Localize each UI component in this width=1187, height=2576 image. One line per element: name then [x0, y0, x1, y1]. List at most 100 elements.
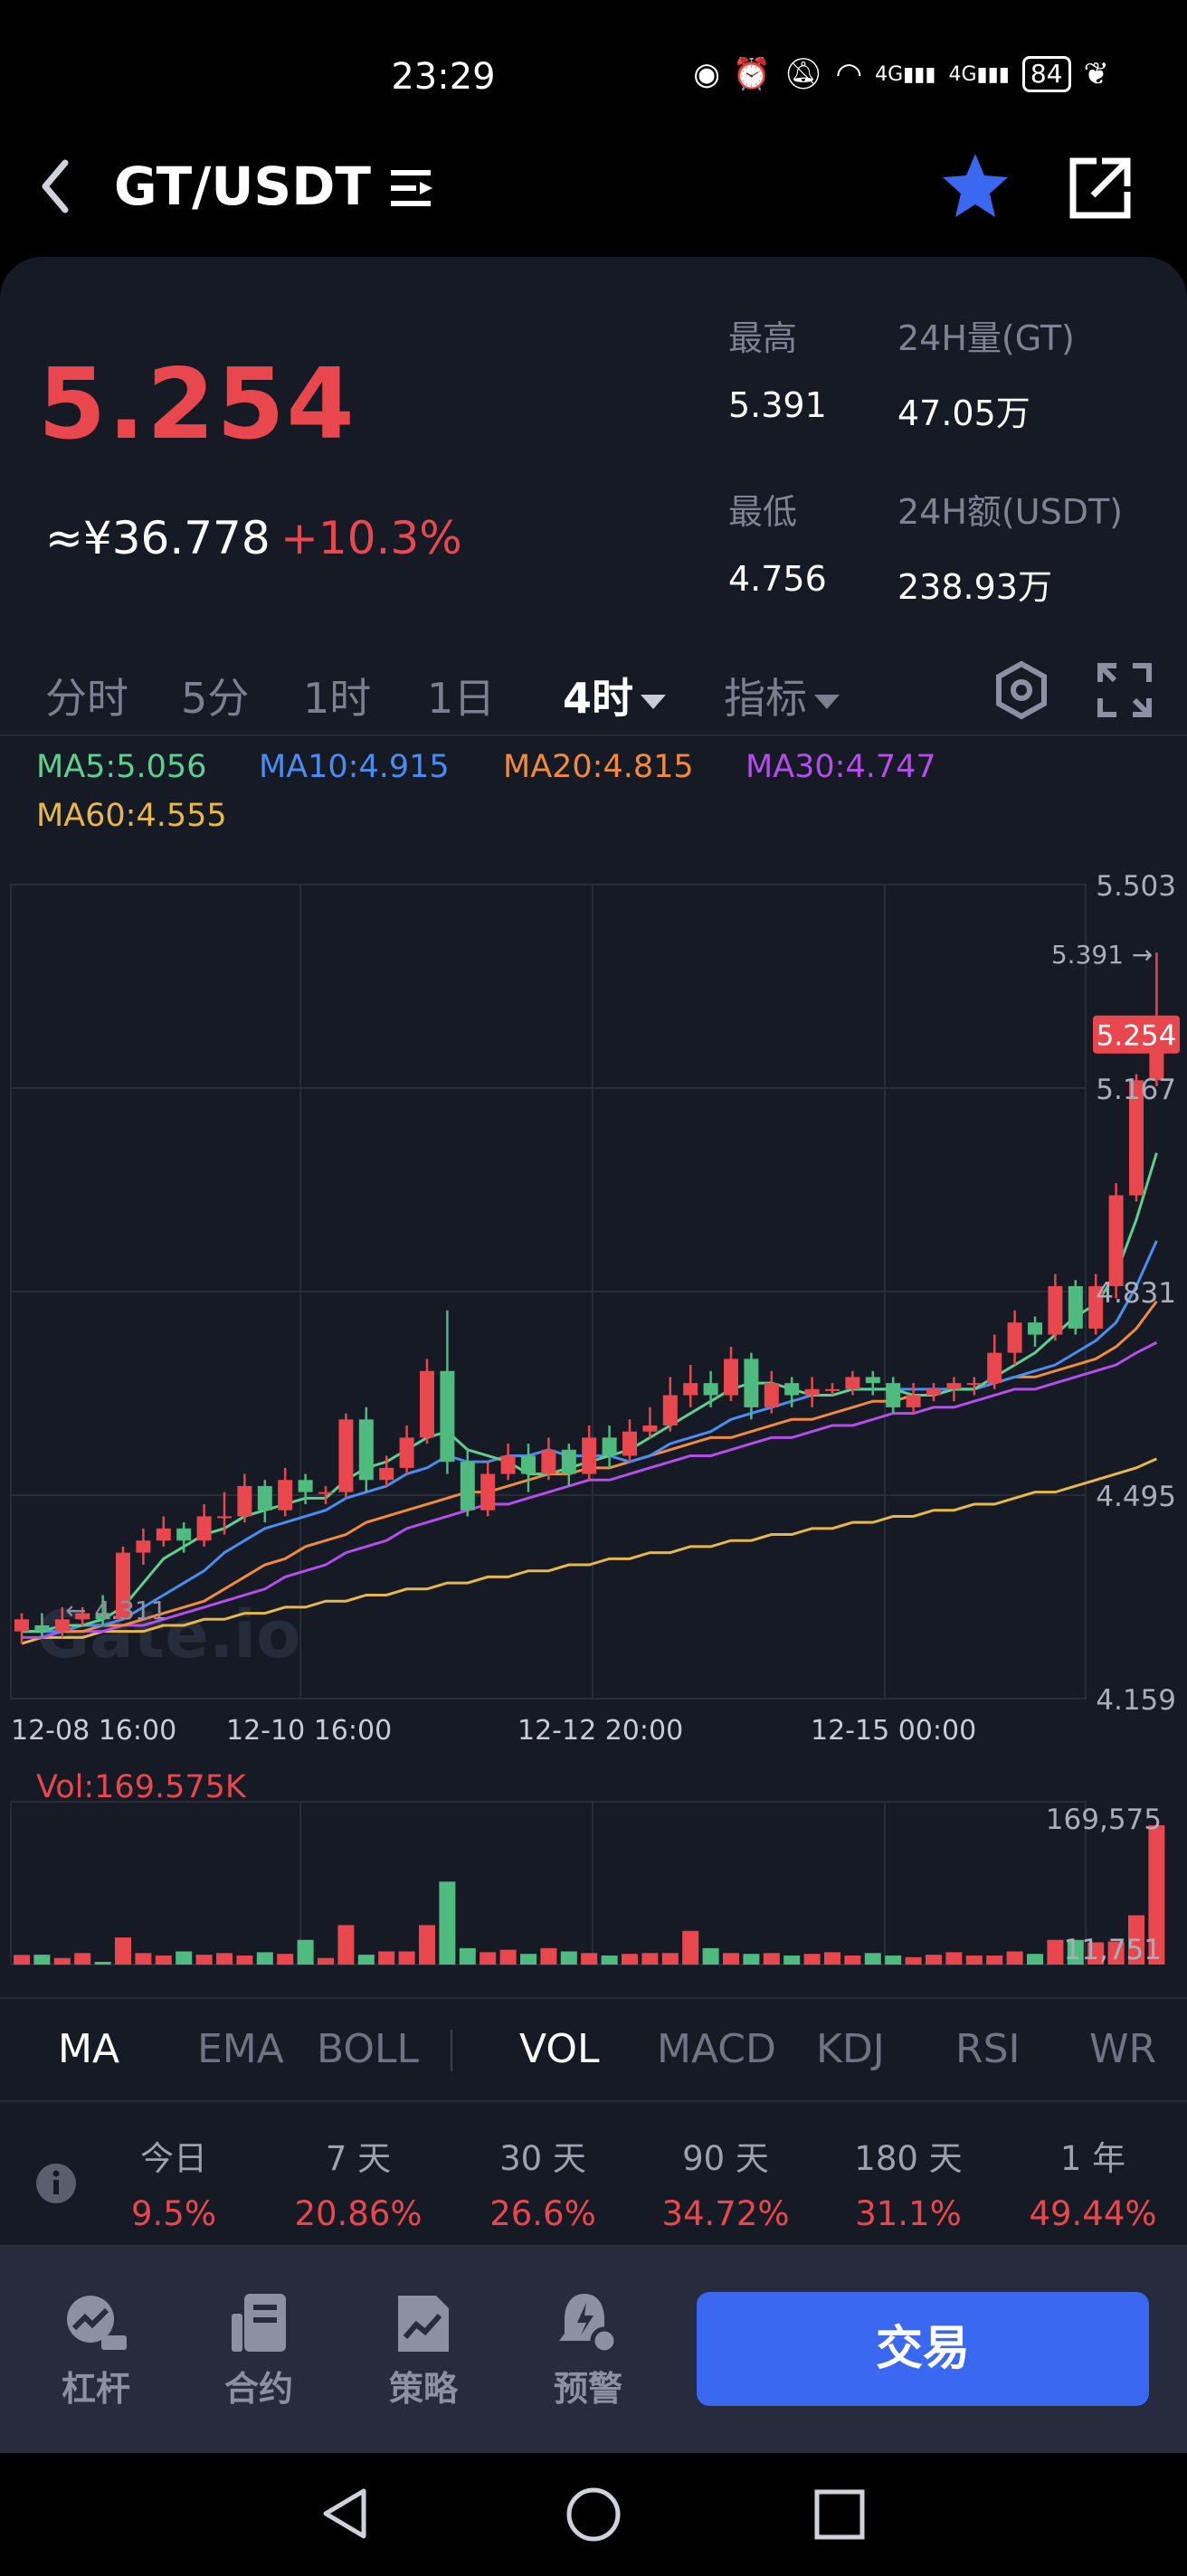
volume-bar	[905, 1956, 922, 1965]
volume-bar	[1148, 1825, 1165, 1965]
candle	[116, 1552, 130, 1620]
volume-bar	[641, 1953, 659, 1965]
battery-icon: 84	[1021, 56, 1071, 92]
volume-bar	[378, 1951, 395, 1965]
candle	[845, 1377, 860, 1389]
candle	[54, 1619, 70, 1632]
candle	[602, 1437, 617, 1456]
nav-leverage[interactable]: 杠杆	[42, 2292, 150, 2410]
candle	[136, 1540, 151, 1553]
alert-icon	[559, 2294, 619, 2355]
pair-menu-icon[interactable]	[389, 168, 436, 208]
volume-bar	[581, 1953, 598, 1965]
tab-4h[interactable]: 4时	[563, 666, 667, 725]
cny-price: ≈¥36.778	[45, 512, 271, 564]
candle	[1129, 1080, 1144, 1196]
signal-icon-2: 4G▮▮▮	[948, 62, 1010, 86]
candle	[338, 1419, 354, 1492]
tab-indicators[interactable]: 指标	[724, 666, 840, 725]
candle	[906, 1395, 921, 1407]
leaf-icon: ❦	[1083, 56, 1110, 92]
system-nav-bar	[0, 2453, 1187, 2576]
tab-timeshare[interactable]: 分时	[45, 674, 128, 723]
tab-5min[interactable]: 5分	[181, 674, 250, 723]
trade-button[interactable]: 交易	[697, 2292, 1149, 2406]
indicator-vol[interactable]: VOL	[519, 2026, 600, 2072]
x-tick: 12-15 00:00	[811, 1715, 977, 1747]
watermark: Gate.io	[36, 1596, 300, 1672]
volume-bar	[439, 1881, 456, 1965]
info-icon[interactable]	[34, 2162, 78, 2205]
volume-bar	[783, 1956, 801, 1965]
volume-tick: 11,751	[1064, 1934, 1162, 1966]
volume-bar	[803, 1954, 821, 1965]
volume-bar	[459, 1947, 476, 1965]
perf-value: 9.5%	[131, 2194, 216, 2233]
indicator-wr[interactable]: WR	[1089, 2026, 1157, 2072]
wifi-icon: ◠	[835, 56, 863, 92]
indicator-ema[interactable]: EMA	[197, 2026, 284, 2072]
recents-nav-icon[interactable]	[812, 2487, 867, 2542]
candle	[683, 1383, 698, 1396]
tab-1d[interactable]: 1日	[427, 674, 496, 723]
low-value: 4.756	[728, 559, 827, 599]
strategy-icon	[398, 2296, 449, 2352]
low-marker: ← 4.311	[65, 1596, 167, 1625]
candle	[966, 1383, 982, 1386]
status-bar	[0, 0, 1187, 145]
candle	[1068, 1285, 1083, 1329]
volume-bar	[297, 1939, 314, 1965]
indicator-kdj[interactable]: KDJ	[816, 2026, 885, 2072]
indicator-rsi[interactable]: RSI	[955, 2026, 1021, 2072]
kline-chart[interactable]: Gate.io 5.254 5.391 → ← 4.311 5.503 5.167 4.…	[0, 868, 1187, 1972]
candle	[440, 1370, 455, 1463]
home-nav-icon[interactable]	[565, 2486, 622, 2543]
volume-bar	[176, 1951, 193, 1965]
volume-bar	[622, 1954, 638, 1965]
back-nav-icon[interactable]	[320, 2486, 371, 2542]
candle	[156, 1528, 171, 1541]
nav-strategy[interactable]: 策略	[369, 2292, 478, 2410]
tab-1h[interactable]: 1时	[303, 674, 372, 723]
candle	[460, 1462, 475, 1511]
candle	[642, 1425, 658, 1432]
candle	[278, 1480, 293, 1511]
volume-bar	[499, 1949, 517, 1965]
eye-icon: ◉	[693, 56, 720, 92]
chart-settings-icon[interactable]	[992, 660, 1051, 720]
candle	[804, 1388, 820, 1396]
current-price-label: 5.254	[1097, 1020, 1177, 1053]
y-tick: 4.159	[1096, 1684, 1176, 1717]
volume-bar	[844, 1956, 861, 1965]
nav-alert[interactable]: 预警	[534, 2292, 642, 2410]
candle	[237, 1485, 252, 1517]
candle	[886, 1383, 901, 1407]
candle	[724, 1359, 738, 1396]
volume-bar	[723, 1953, 739, 1965]
candle	[987, 1352, 1002, 1384]
candle	[703, 1383, 718, 1396]
candle	[744, 1359, 759, 1407]
volume-bar	[1027, 1954, 1043, 1965]
volume-bar	[763, 1953, 780, 1965]
divider	[0, 1997, 1187, 1999]
share-icon[interactable]	[1066, 154, 1135, 223]
volume-bar	[33, 1955, 51, 1965]
indicator-ma[interactable]: MA	[58, 2026, 120, 2072]
alarm-icon: ⏰	[732, 56, 772, 92]
volume-bar	[743, 1954, 760, 1965]
fullscreen-icon[interactable]	[1097, 662, 1153, 718]
candle	[420, 1370, 434, 1438]
back-icon[interactable]	[34, 154, 76, 219]
ma60-legend: MA60:4.555	[36, 798, 227, 834]
indicator-macd[interactable]: MACD	[657, 2026, 776, 2072]
volume-bar	[419, 1925, 435, 1965]
volume-bar	[256, 1952, 273, 1965]
candle	[784, 1383, 800, 1396]
nav-futures[interactable]: 合约	[204, 2292, 313, 2410]
volume-bar	[601, 1956, 618, 1965]
indicator-boll[interactable]: BOLL	[317, 2026, 420, 2072]
volume-bar	[824, 1952, 840, 1965]
favorite-star-icon[interactable]	[939, 150, 1011, 223]
pair-title[interactable]: GT/USDT	[114, 156, 371, 217]
